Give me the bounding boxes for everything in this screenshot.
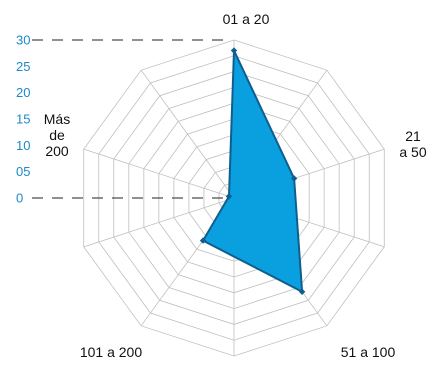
category-label-4-line-1: 101 a 200 [80, 344, 142, 360]
area-layer [202, 49, 304, 293]
data-point-2 [290, 175, 298, 182]
r-tick-label-30: 30 [16, 33, 30, 48]
grid-spoke-9 [83, 148, 235, 199]
category-label-5-line-1: Más [44, 111, 70, 127]
category-label-5: Más de 200 [44, 111, 70, 159]
r-tick-label-0: 0 [16, 191, 23, 206]
category-label-5-line-3: 200 [45, 143, 69, 159]
category-label-3: 51 a 100 [341, 344, 396, 360]
category-label-2-line-1: 21 [405, 128, 421, 144]
series-area [202, 49, 304, 293]
category-label-1-line-1: 01 a 20 [223, 11, 270, 27]
data-point-1 [230, 47, 238, 54]
data-point-3 [298, 288, 306, 295]
category-label-2: 21 a 50 [399, 128, 426, 160]
r-tick-label-15: 15 [16, 112, 30, 127]
category-label-4: 101 a 200 [80, 344, 142, 360]
grid-spoke-8 [83, 197, 235, 248]
label-layer: 01 a 20 21 a 50 51 a 100 101 a 200 Más de 200 [44, 11, 427, 360]
r-tick-label-25: 25 [16, 59, 30, 74]
data-point-4 [199, 237, 207, 244]
tick-layer: 0 05 10 15 20 25 30 [16, 33, 30, 206]
category-label-5-line-2: de [49, 127, 65, 143]
category-label-1: 01 a 20 [223, 11, 270, 27]
category-label-2-line-2: a 50 [399, 144, 426, 160]
r-tick-label-20: 20 [16, 85, 30, 100]
r-tick-label-10: 10 [16, 138, 30, 153]
guide-layer [32, 39, 228, 199]
r-tick-label-05: 05 [16, 164, 30, 179]
marker-layer [199, 47, 306, 295]
data-point-5 [225, 193, 233, 200]
category-label-3-line-1: 51 a 100 [341, 344, 396, 360]
grid-spoke-10 [140, 69, 235, 199]
